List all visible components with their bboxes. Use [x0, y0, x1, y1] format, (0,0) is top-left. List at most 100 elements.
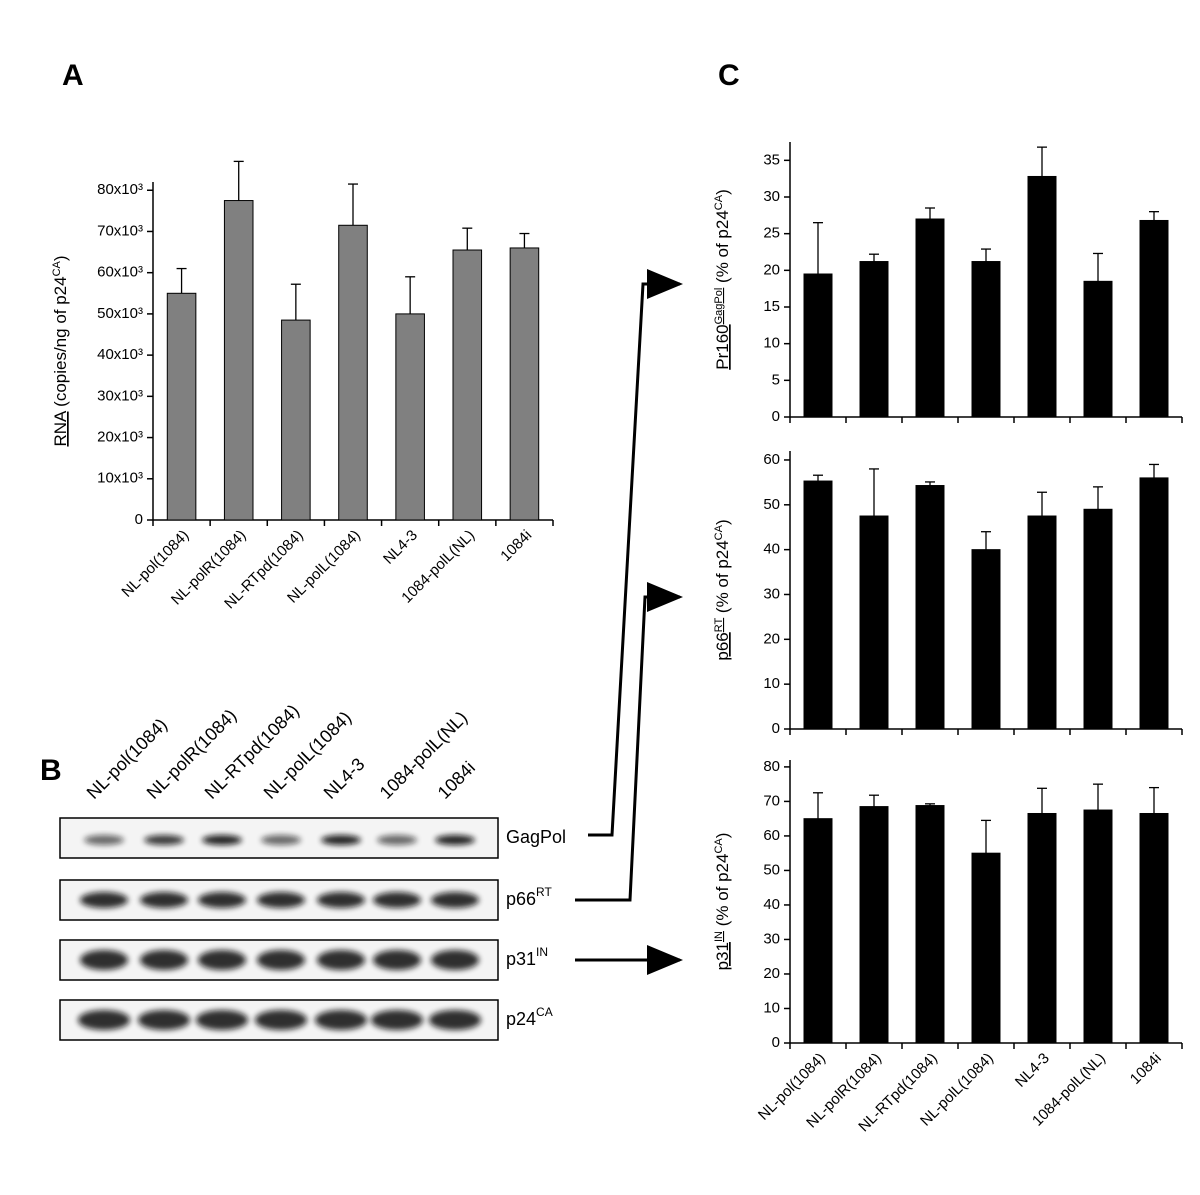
- y-tick-label: 0: [772, 408, 780, 425]
- y-tick-label: 15: [763, 298, 780, 315]
- y-tick-label: 30: [763, 585, 780, 602]
- blot-band: [261, 835, 301, 845]
- label-part: p66: [713, 632, 732, 660]
- bar: [223, 200, 254, 521]
- label-part: (% of p24: [713, 854, 732, 932]
- y-tick-label: 70: [763, 792, 780, 809]
- y-axis-label: RNA (copies/ng of p24CA): [51, 255, 70, 446]
- blot-band: [317, 892, 365, 908]
- blot-band: [80, 892, 128, 908]
- y-tick-label: 0: [772, 1034, 780, 1051]
- y-tick-label: 50: [763, 496, 780, 513]
- bar: [1139, 812, 1169, 1044]
- label-part: GagPol: [506, 827, 566, 847]
- row-label: p24CA: [506, 1005, 553, 1029]
- x-tick-label: 1084i: [1127, 1050, 1165, 1088]
- label-part: (% of p24: [713, 210, 732, 288]
- bar: [1083, 809, 1113, 1044]
- bar: [915, 805, 945, 1044]
- blot-band: [429, 1010, 481, 1030]
- row-label: p31IN: [506, 945, 548, 969]
- bar: [338, 224, 368, 521]
- bar: [395, 313, 425, 521]
- bar: [803, 818, 833, 1044]
- label-part: ): [713, 189, 732, 195]
- y-axis-label: Pr160GagPol (% of p24CA): [713, 189, 732, 370]
- bar: [1139, 477, 1169, 730]
- y-tick-label: 80x10³: [97, 181, 143, 198]
- blot-band: [373, 950, 421, 970]
- y-tick-label: 60x10³: [97, 264, 143, 281]
- arrows: [575, 269, 683, 975]
- y-tick-label: 20: [763, 630, 780, 647]
- blot-band: [196, 1010, 248, 1030]
- bar: [803, 273, 833, 418]
- blot-band: [255, 1010, 307, 1030]
- label-part: CA: [536, 1005, 553, 1019]
- blot-band: [138, 1010, 190, 1030]
- blot-band: [80, 950, 128, 970]
- blot-band: [431, 950, 479, 970]
- y-tick-label: 20: [763, 965, 780, 982]
- bar: [1139, 219, 1169, 418]
- label-part: GagPol: [713, 288, 725, 325]
- y-tick-label: 20: [763, 261, 780, 278]
- bar: [859, 806, 889, 1044]
- blot-band: [373, 892, 421, 908]
- lane-label: NL4-3: [320, 754, 369, 803]
- bar: [1027, 515, 1057, 730]
- blot-band: [257, 892, 305, 908]
- x-tick-label: NL4-3: [380, 527, 421, 568]
- label-part: RT: [536, 885, 552, 899]
- label-part: (% of p24: [713, 540, 732, 618]
- y-tick-label: 25: [763, 225, 780, 242]
- x-tick-label: 1084i: [497, 527, 535, 565]
- y-tick-label: 10: [763, 675, 780, 692]
- blot-band: [377, 835, 417, 845]
- label-part: ): [713, 519, 732, 525]
- label-part: Pr160: [713, 324, 732, 369]
- y-tick-label: 35: [763, 151, 780, 168]
- x-tick-label: NL4-3: [1012, 1050, 1053, 1091]
- y-tick-label: 30: [763, 188, 780, 205]
- bar: [859, 515, 889, 730]
- y-tick-label: 80: [763, 758, 780, 775]
- y-tick-label: 40: [763, 541, 780, 558]
- lane-label: 1084i: [434, 758, 479, 803]
- y-tick-label: 10: [763, 999, 780, 1016]
- bar: [1027, 175, 1057, 418]
- blot-band: [317, 950, 365, 970]
- arrow: [575, 582, 683, 902]
- bar: [281, 319, 311, 521]
- y-tick-label: 60: [763, 827, 780, 844]
- y-tick-label: 20x10³: [97, 429, 143, 446]
- label-part: IN: [713, 931, 725, 942]
- arrow: [588, 269, 683, 837]
- blot-band: [202, 835, 242, 845]
- label-part: IN: [536, 945, 548, 959]
- row-label: GagPol: [506, 827, 566, 847]
- bar: [1083, 280, 1113, 418]
- bar: [452, 249, 483, 521]
- bar: [971, 549, 1001, 730]
- label-part: RT: [713, 618, 725, 633]
- panel-label: B: [40, 754, 62, 787]
- label-part: (copies/ng of p24: [51, 276, 70, 411]
- blot-band: [315, 1010, 367, 1030]
- label-part: CA: [713, 524, 725, 540]
- label-part: ): [51, 255, 70, 261]
- y-tick-label: 10x10³: [97, 470, 143, 487]
- bar: [915, 485, 945, 730]
- y-tick-label: 0: [772, 720, 780, 737]
- row-label: p66RT: [506, 885, 552, 909]
- bar: [166, 292, 197, 521]
- y-tick-label: 30: [763, 930, 780, 947]
- blot-band: [257, 950, 305, 970]
- bar: [509, 247, 540, 521]
- blot-band: [84, 835, 124, 845]
- y-tick-label: 60: [763, 451, 780, 468]
- bar: [971, 261, 1001, 418]
- panel-label: C: [718, 59, 740, 92]
- y-tick-label: 40: [763, 896, 780, 913]
